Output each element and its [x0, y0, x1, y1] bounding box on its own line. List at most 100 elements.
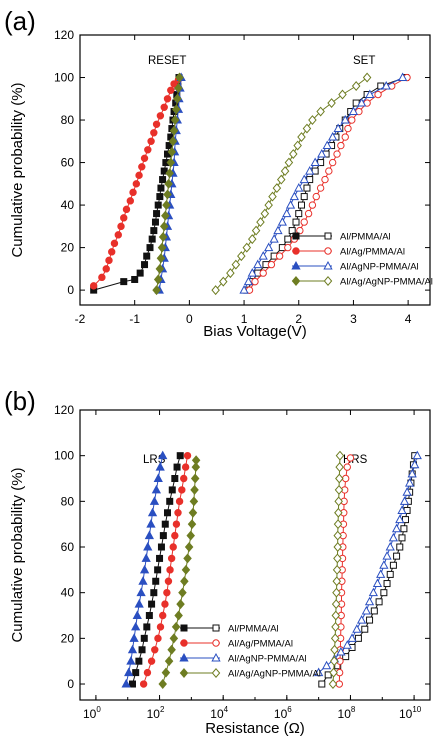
- data-point: [154, 634, 162, 643]
- data-point: [151, 484, 162, 494]
- legend-marker-open: [211, 652, 221, 662]
- series-al-ag-agnp-pmma-al-lrs: [158, 455, 201, 689]
- data-point: [156, 554, 164, 562]
- data-point: [312, 192, 320, 201]
- data-point: [335, 450, 345, 461]
- data-point: [176, 452, 184, 460]
- data-point: [169, 125, 179, 136]
- data-point: [117, 222, 125, 231]
- data-point: [264, 200, 273, 211]
- data-point: [376, 569, 386, 578]
- data-point: [126, 197, 135, 205]
- data-point: [181, 564, 191, 575]
- y-tick-label: 120: [54, 28, 74, 42]
- legend-marker-filled: [180, 639, 188, 647]
- x-tick-label: -1: [129, 312, 140, 326]
- data-point: [163, 95, 172, 103]
- data-point: [322, 140, 332, 150]
- data-point: [272, 183, 282, 194]
- data-point: [146, 519, 156, 528]
- data-point: [284, 243, 292, 252]
- panel-a-label: (a): [4, 6, 36, 36]
- data-point: [333, 553, 342, 564]
- data-point: [333, 519, 343, 530]
- data-point: [170, 80, 178, 88]
- data-point: [334, 484, 344, 495]
- data-point: [237, 251, 246, 262]
- data-point: [366, 616, 374, 624]
- data-point: [276, 174, 286, 185]
- data-point: [164, 577, 173, 585]
- data-point: [114, 231, 122, 239]
- data-point: [385, 541, 395, 551]
- legend-item: Al/Ag/AgNP-PMMA/Al: [179, 668, 321, 680]
- data-point: [395, 514, 405, 524]
- data-point: [170, 115, 180, 126]
- data-point: [253, 259, 263, 269]
- data-point: [259, 269, 267, 277]
- legend-item: Al/Ag/AgNP-PMMA/Al: [291, 276, 433, 288]
- data-point: [127, 644, 138, 654]
- data-point: [152, 285, 161, 296]
- data-point: [247, 268, 257, 277]
- data-point: [188, 507, 198, 518]
- panel-b-legend: Al/PMMA/Al Al/Ag/PMMA/Al Al/AgNP-PMMA/Al Al…: [179, 624, 321, 680]
- data-point: [370, 607, 378, 615]
- data-point: [294, 183, 304, 192]
- y-tick-label: 100: [54, 71, 74, 85]
- series-al-ag-pmma-al-set: [245, 73, 411, 294]
- data-point: [153, 473, 163, 483]
- legend-item: Al/Ag/PMMA/Al: [292, 247, 405, 258]
- data-point: [386, 570, 394, 578]
- y-tick-label: 120: [54, 403, 74, 417]
- data-point: [174, 509, 182, 517]
- data-point: [340, 114, 350, 124]
- data-point: [149, 496, 160, 505]
- data-point: [176, 599, 185, 610]
- x-tick-label: 106: [274, 705, 292, 721]
- data-point: [330, 633, 340, 644]
- data-point: [155, 462, 165, 471]
- data-point: [166, 566, 174, 574]
- data-point: [412, 450, 422, 460]
- y-tick-label: 80: [61, 113, 75, 127]
- data-point: [132, 669, 140, 677]
- data-point: [153, 210, 161, 218]
- series-al-ag-agnp-pmma-al-reset: [152, 72, 184, 296]
- series-al-pmma-al-reset: [90, 74, 183, 294]
- data-point: [165, 168, 174, 179]
- data-point: [297, 201, 305, 209]
- data-point: [388, 532, 399, 542]
- data-point: [148, 235, 156, 243]
- data-point: [381, 80, 391, 90]
- data-point: [393, 552, 401, 560]
- data-point: [357, 97, 367, 107]
- data-point: [226, 268, 235, 279]
- data-point: [397, 505, 407, 514]
- data-point: [351, 81, 361, 91]
- data-point: [174, 83, 183, 94]
- data-point: [108, 248, 116, 256]
- data-point: [138, 646, 146, 654]
- legend-label: Al/Ag/AgNP-PMMA/Al: [228, 669, 321, 680]
- data-point: [171, 531, 179, 540]
- data-point: [139, 680, 148, 688]
- panel-a-ylabel: Cumulative probability (%): [9, 82, 26, 257]
- data-point: [189, 496, 199, 507]
- legend-item: Al/AgNP-PMMA/Al: [179, 652, 307, 665]
- data-point: [138, 576, 148, 585]
- data-point: [120, 278, 128, 286]
- legend-label: Al/PMMA/Al: [340, 232, 391, 243]
- data-point: [150, 129, 158, 137]
- data-point: [186, 530, 195, 541]
- data-point: [356, 615, 367, 624]
- data-point: [239, 285, 249, 294]
- series-line: [215, 77, 368, 291]
- data-point: [354, 634, 362, 642]
- legend-item: Al/AgNP-PMMA/Al: [291, 260, 419, 273]
- series-line: [246, 77, 406, 291]
- data-point: [161, 210, 170, 221]
- data-point: [164, 178, 173, 189]
- data-point: [317, 149, 327, 158]
